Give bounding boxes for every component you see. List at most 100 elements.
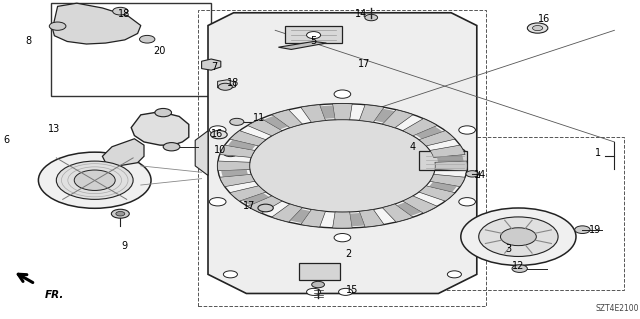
Polygon shape xyxy=(52,3,141,44)
Bar xyxy=(400,137,624,290)
Circle shape xyxy=(312,281,324,288)
Polygon shape xyxy=(333,104,352,120)
Polygon shape xyxy=(430,145,465,158)
Circle shape xyxy=(307,32,321,39)
Text: 4: 4 xyxy=(410,142,416,152)
Circle shape xyxy=(116,211,125,216)
Polygon shape xyxy=(320,106,335,119)
Circle shape xyxy=(447,271,461,278)
Circle shape xyxy=(49,22,66,30)
Circle shape xyxy=(140,35,155,43)
Text: 16: 16 xyxy=(211,129,223,139)
Text: 8: 8 xyxy=(26,36,32,47)
Polygon shape xyxy=(221,170,248,177)
Circle shape xyxy=(74,170,115,190)
Text: 20: 20 xyxy=(154,46,166,56)
Polygon shape xyxy=(220,145,255,158)
Circle shape xyxy=(459,126,476,134)
Text: 9: 9 xyxy=(122,241,128,251)
Bar xyxy=(285,26,342,43)
Circle shape xyxy=(334,90,351,98)
Polygon shape xyxy=(220,174,255,187)
Text: 15: 15 xyxy=(346,285,358,295)
Polygon shape xyxy=(382,204,413,222)
Text: 18: 18 xyxy=(118,9,131,19)
Polygon shape xyxy=(403,196,437,213)
Circle shape xyxy=(447,150,461,157)
Circle shape xyxy=(155,108,172,117)
Polygon shape xyxy=(195,131,208,175)
Circle shape xyxy=(230,118,244,125)
Circle shape xyxy=(218,104,467,228)
Polygon shape xyxy=(248,196,282,213)
Polygon shape xyxy=(272,110,303,128)
Circle shape xyxy=(443,147,466,159)
Circle shape xyxy=(461,208,576,265)
Polygon shape xyxy=(218,161,250,171)
Circle shape xyxy=(307,288,321,295)
Polygon shape xyxy=(218,80,236,89)
Polygon shape xyxy=(248,119,282,136)
Polygon shape xyxy=(228,140,256,150)
Circle shape xyxy=(258,204,273,212)
Circle shape xyxy=(479,217,558,256)
Circle shape xyxy=(466,171,479,177)
Polygon shape xyxy=(242,193,269,205)
Circle shape xyxy=(56,161,133,199)
Polygon shape xyxy=(131,112,189,145)
Circle shape xyxy=(111,209,129,218)
Circle shape xyxy=(163,143,180,151)
Circle shape xyxy=(209,198,226,206)
Polygon shape xyxy=(272,204,303,222)
Text: 14: 14 xyxy=(474,170,486,181)
Text: 2: 2 xyxy=(346,249,352,259)
Polygon shape xyxy=(415,127,443,139)
Polygon shape xyxy=(202,59,221,70)
Text: 12: 12 xyxy=(512,261,524,271)
Text: 10: 10 xyxy=(214,145,227,155)
Polygon shape xyxy=(403,119,437,136)
Circle shape xyxy=(527,23,548,33)
Circle shape xyxy=(223,271,237,278)
Circle shape xyxy=(259,203,273,210)
Circle shape xyxy=(365,14,378,21)
Polygon shape xyxy=(359,105,384,122)
Text: 18: 18 xyxy=(227,78,239,88)
Circle shape xyxy=(250,120,435,212)
Text: 6: 6 xyxy=(3,135,10,145)
Polygon shape xyxy=(397,202,421,216)
Bar xyxy=(419,151,467,170)
Polygon shape xyxy=(264,116,288,130)
Bar xyxy=(198,10,486,306)
Circle shape xyxy=(223,150,237,157)
Polygon shape xyxy=(435,161,467,171)
Text: 1: 1 xyxy=(595,148,602,158)
Polygon shape xyxy=(419,131,455,146)
Text: 13: 13 xyxy=(48,124,60,134)
Polygon shape xyxy=(301,210,326,227)
Polygon shape xyxy=(301,105,326,122)
Circle shape xyxy=(334,234,351,242)
Circle shape xyxy=(575,226,590,234)
Polygon shape xyxy=(208,13,477,293)
Polygon shape xyxy=(419,186,455,201)
Text: 19: 19 xyxy=(589,225,601,235)
Polygon shape xyxy=(359,210,384,227)
Polygon shape xyxy=(436,155,463,162)
Polygon shape xyxy=(350,213,365,226)
Circle shape xyxy=(211,130,227,139)
Text: 17: 17 xyxy=(358,59,371,69)
Polygon shape xyxy=(290,209,310,223)
Text: 7: 7 xyxy=(211,62,218,72)
Circle shape xyxy=(113,7,128,15)
Polygon shape xyxy=(333,212,352,228)
Circle shape xyxy=(209,126,226,134)
Text: 14: 14 xyxy=(355,9,367,19)
Bar xyxy=(299,263,340,280)
Text: 17: 17 xyxy=(243,201,255,211)
Text: 5: 5 xyxy=(310,36,317,47)
Text: SZT4E2100: SZT4E2100 xyxy=(595,304,639,313)
Text: 3: 3 xyxy=(506,244,512,254)
Polygon shape xyxy=(102,139,144,166)
Circle shape xyxy=(38,152,151,208)
